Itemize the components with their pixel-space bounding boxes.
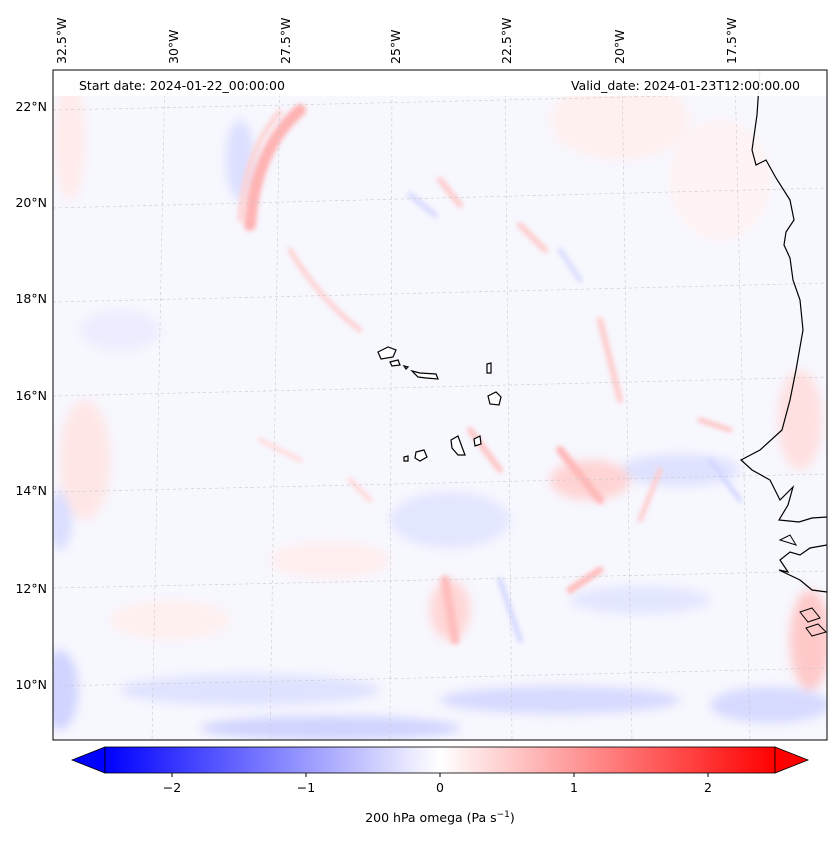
omega-streaks xyxy=(237,104,743,645)
colorbar-tick-label: 0 xyxy=(436,780,444,795)
map-panel xyxy=(53,70,827,740)
colorbar-tick-label: −1 xyxy=(297,780,315,795)
fogo-island xyxy=(414,449,428,462)
cabo-verde-islands xyxy=(377,346,502,462)
latitude-labels: 22°N 20°N 18°N 16°N 14°N 12°N 10°N xyxy=(15,99,47,692)
lat-label: 10°N xyxy=(15,677,47,692)
sao-nicolau-island xyxy=(410,369,439,380)
lon-label: 22.5°W xyxy=(499,18,514,64)
colorbar-max-extend xyxy=(774,746,810,774)
colorbar-gradient xyxy=(104,746,776,774)
colorbar-tick-labels: −2 −1 0 1 2 xyxy=(163,780,712,795)
lon-label: 20°W xyxy=(612,29,627,64)
santa-luzia-island xyxy=(402,365,410,370)
lon-label: 17.5°W xyxy=(724,18,739,64)
longitude-labels: 32.5°W 30°W 27.5°W 25°W 22.5°W 20°W 17.5… xyxy=(54,18,739,64)
colorbar-tick-label: 2 xyxy=(704,780,712,795)
boa-vista-island xyxy=(487,391,502,406)
brava-island xyxy=(403,455,409,462)
africa-coast-islets xyxy=(778,534,827,637)
santo-antao-island xyxy=(377,346,397,360)
lon-label: 30°W xyxy=(166,29,181,64)
colorbar-label: 200 hPa omega (Pa s−1) xyxy=(365,810,515,825)
maio-island xyxy=(473,435,482,447)
gridlines xyxy=(53,70,827,740)
santiago-island xyxy=(450,435,466,456)
africa-coastline xyxy=(739,70,827,523)
colorbar: −2 −1 0 1 2 200 hPa omega (Pa s−1) xyxy=(70,746,810,825)
colorbar-min-extend xyxy=(70,746,106,774)
colorbar-tick-label: −2 xyxy=(163,780,181,795)
lat-label: 20°N xyxy=(15,195,47,210)
sao-vicente-island xyxy=(389,359,401,367)
start-date-label: Start date: 2024-01-22_00:00:00 xyxy=(79,78,285,93)
africa-coast-south xyxy=(778,544,827,593)
header-band xyxy=(53,70,827,96)
lon-label: 25°W xyxy=(388,29,403,64)
lat-label: 16°N xyxy=(15,388,47,403)
lat-label: 18°N xyxy=(15,291,47,306)
lat-label: 14°N xyxy=(15,483,47,498)
sal-island xyxy=(486,362,492,374)
lat-label: 12°N xyxy=(15,581,47,596)
colorbar-ticks xyxy=(171,773,709,777)
lon-label: 27.5°W xyxy=(278,18,293,64)
valid-date-label: Valid_date: 2024-01-23T12:00:00.00 xyxy=(571,78,800,93)
lat-label: 22°N xyxy=(15,99,47,114)
lon-label: 32.5°W xyxy=(54,18,69,64)
map-frame xyxy=(52,69,828,741)
colorbar-tick-label: 1 xyxy=(570,780,578,795)
